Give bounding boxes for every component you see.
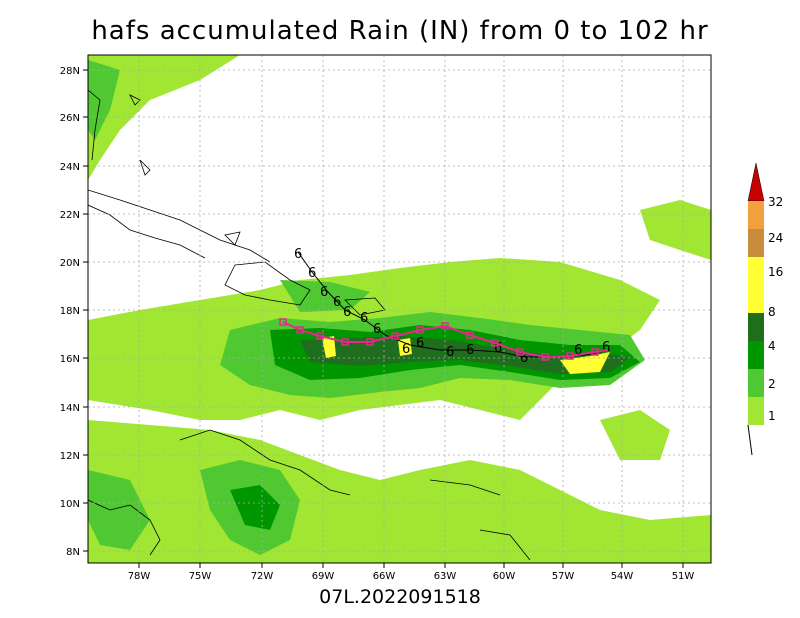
- lat-label: 18N: [60, 306, 80, 317]
- track-symbol: 6: [320, 285, 328, 300]
- lat-label: 20N: [60, 258, 80, 269]
- rain-field: [88, 55, 711, 563]
- track-symbol: 6: [520, 351, 528, 366]
- track-symbol: 6: [416, 336, 424, 351]
- map-title: hafs accumulated Rain (IN) from 0 to 102…: [91, 16, 709, 46]
- coastlines: [88, 89, 531, 561]
- lon-axis: 78W 75W 72W 69W 66W 63W 60W 57W 54W 51W: [128, 563, 695, 582]
- colorbar-label: 32: [768, 195, 783, 209]
- colorbar-label: 8: [768, 305, 776, 319]
- lat-label: 16N: [60, 354, 80, 365]
- lon-label: 69W: [312, 571, 335, 582]
- track-symbol: 6: [602, 340, 610, 355]
- colorbar-label: 2: [768, 377, 776, 391]
- lat-label: 26N: [60, 113, 80, 124]
- track-symbol: 6: [308, 266, 316, 281]
- lat-label: 14N: [60, 403, 80, 414]
- map-graticule: [88, 55, 711, 563]
- track-symbol: 6: [343, 305, 351, 320]
- lat-label: 12N: [60, 451, 80, 462]
- lon-label: 72W: [251, 571, 274, 582]
- track-symbol: 6: [402, 342, 410, 357]
- forecast-track-line: [282, 321, 609, 359]
- track-symbol: 6: [294, 247, 302, 262]
- observed-track-symbols: 6 6 6 6 6 6 6 6 6 6 6 6 6 6 6: [294, 247, 610, 366]
- lat-label: 24N: [60, 162, 80, 173]
- lon-label: 66W: [373, 571, 396, 582]
- colorbar-swatch: [748, 257, 764, 285]
- colorbar-label: 16: [768, 265, 783, 279]
- colorbar-label: 24: [768, 231, 783, 245]
- rain-8in-areas: [300, 336, 630, 374]
- lon-label: 54W: [611, 571, 634, 582]
- colorbar-label: 4: [768, 339, 776, 353]
- colorbar: 1 2 4 8 16 24 32: [747, 162, 783, 456]
- lon-label: 60W: [493, 571, 516, 582]
- colorbar-swatch: [748, 341, 764, 369]
- lon-label: 78W: [128, 571, 151, 582]
- colorbar-swatch: [748, 397, 764, 425]
- map-frame: [87, 54, 712, 564]
- track-symbol: 6: [446, 345, 454, 360]
- colorbar-label: 1: [768, 409, 776, 423]
- track-symbol: 6: [574, 343, 582, 358]
- track-symbol: 6: [333, 295, 341, 310]
- lat-label: 8N: [66, 547, 80, 558]
- colorbar-bottom-arrow: [747, 424, 753, 456]
- forecast-track-markers: [279, 318, 599, 361]
- storm-id-date: 07L.2022091518: [319, 586, 481, 608]
- lat-label: 28N: [60, 66, 80, 77]
- colorbar-swatch: [748, 313, 764, 341]
- lon-label: 57W: [552, 571, 575, 582]
- lat-axis: 28N 26N 24N 22N 20N 18N 16N 14N 12N 10N …: [60, 66, 88, 558]
- track-symbol: 6: [373, 322, 381, 337]
- rain-16in-areas: [322, 336, 610, 374]
- colorbar-top-arrow: [747, 162, 765, 202]
- colorbar-swatch: [748, 201, 764, 229]
- lat-label: 10N: [60, 499, 80, 510]
- track-symbol: 6: [360, 311, 368, 326]
- colorbar-swatch: [748, 285, 764, 313]
- track-symbol: 6: [466, 343, 474, 358]
- lon-label: 75W: [189, 571, 212, 582]
- colorbar-swatch: [748, 369, 764, 397]
- lon-label: 51W: [672, 571, 695, 582]
- colorbar-swatch: [748, 229, 764, 257]
- lon-label: 63W: [434, 571, 457, 582]
- lat-label: 22N: [60, 210, 80, 221]
- track-symbol: 6: [494, 341, 502, 356]
